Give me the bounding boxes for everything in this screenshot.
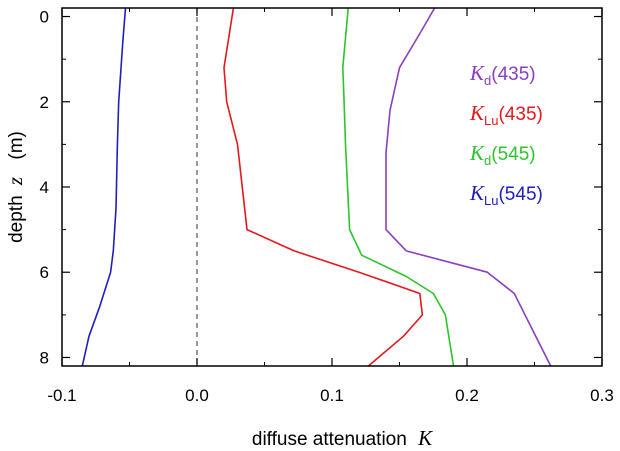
y-tick-label: 0 (40, 8, 49, 27)
legend-entry-2: KLu(435) (469, 101, 543, 128)
legend-wavelength: (545) (498, 184, 542, 205)
legend-symbol: K (469, 101, 485, 125)
legend-symbol: K (469, 141, 485, 165)
legend-subscript: d (484, 153, 491, 168)
legend-entry-1: Kd(435) (469, 61, 536, 88)
legend-wavelength: (435) (491, 64, 535, 85)
series-line-4 (81, 7, 127, 367)
series-layer (81, 7, 552, 367)
y-axis-title: depth z (m) (3, 131, 27, 243)
ticks-layer (61, 8, 603, 366)
y-tick-label: 2 (40, 93, 49, 112)
x-axis-title-symbol: K (417, 426, 433, 450)
legend-wavelength: (435) (498, 104, 542, 125)
series-line-3 (341, 7, 455, 367)
x-tick-label: 0.1 (320, 386, 344, 405)
x-tick-label: 0.3 (590, 386, 614, 405)
legend-entry-3: Kd(545) (469, 141, 536, 168)
y-axis-title-unit: (m) (6, 131, 27, 159)
legend-symbol: K (469, 61, 485, 85)
legend: Kd(435)KLu(435)Kd(545)KLu(545) (469, 61, 543, 208)
y-tick-label: 6 (40, 263, 49, 282)
y-tick-label: 8 (40, 348, 49, 367)
y-axis-title-text: depth (6, 195, 27, 243)
legend-subscript: Lu (484, 113, 498, 128)
x-axis-title: diffuse attenuation K (252, 426, 433, 450)
series-line-2 (223, 7, 424, 367)
legend-subscript: Lu (484, 193, 498, 208)
legend-subscript: d (484, 73, 491, 88)
legend-entry-4: KLu(545) (469, 181, 543, 208)
y-axis-title-symbol: z (3, 177, 27, 186)
legend-symbol: K (469, 181, 485, 205)
x-tick-label: 0.2 (455, 386, 479, 405)
tick-labels-layer: -0.1 0.0 0.1 0.2 0.3 0 2 4 6 8 (40, 8, 614, 405)
y-tick-label: 4 (40, 178, 49, 197)
x-axis-title-text: diffuse attenuation (252, 429, 407, 450)
series-line-1 (385, 7, 552, 367)
x-tick-label: -0.1 (47, 386, 76, 405)
legend-wavelength: (545) (491, 144, 535, 165)
x-tick-label: 0.0 (185, 386, 209, 405)
